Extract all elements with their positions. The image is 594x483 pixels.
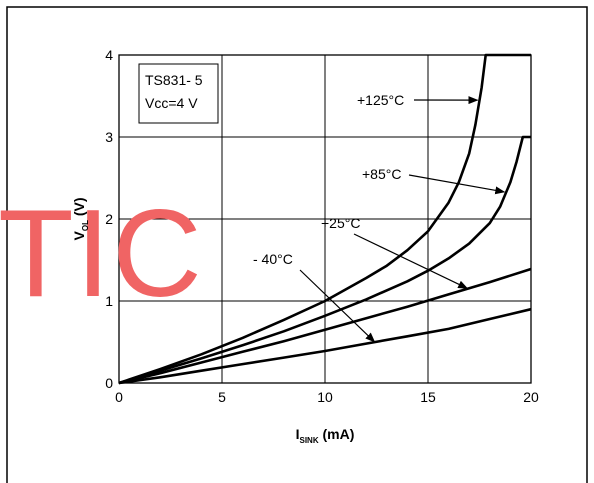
x-tick-label: 0 [115,389,123,405]
x-axis-label: ISINK (mA) [296,426,355,445]
annotation-arrows [299,96,506,343]
watermark: TIC [0,185,204,323]
annotation-label-85-c: +85°C [362,166,401,182]
y-tick-label: 0 [105,375,113,391]
x-tick-label: 10 [317,389,333,405]
series-lines [118,53,532,385]
annotation-arrow-40-c [299,269,376,343]
condition-box [138,63,219,124]
x-tick-label: 5 [218,389,226,405]
annotation-label-25-c: +25°C [321,215,360,231]
annotation-label-40-c: - 40°C [253,251,293,267]
series-line-85-c [118,135,531,385]
y-axis-label-unit: (V) [71,197,87,220]
series-line-25-c [118,267,532,385]
x-axis-label-main: I [296,426,300,442]
annotation-label-125-c: +125°C [357,92,404,108]
annotation-arrow-85-c [408,174,506,195]
x-tick-label: 20 [523,389,539,405]
x-tick-label: 15 [420,389,436,405]
y-tick-label: 2 [105,211,113,227]
x-axis-label-sub: SINK [299,436,318,445]
y-tick-label: 3 [105,129,113,145]
condition-line-2: Vcc=4 V [145,95,198,111]
x-axis-label-unit: (mA) [319,426,355,442]
annotations: +125°C +85°C +25°C - 40°C [253,92,404,267]
plot-frame [118,54,532,384]
series-line-40-c [118,307,532,385]
x-tick-labels: 0 5 10 15 20 [115,389,539,405]
series-line-125-c [118,53,531,385]
y-axis-label-main: V [71,231,87,241]
y-tick-label: 4 [105,47,113,63]
y-axis-label-sub: OL [81,220,90,231]
svg-text:VOL (V): VOL (V) [71,197,90,240]
y-tick-labels: 0 1 2 3 4 [105,47,113,391]
y-axis-label: VOL (V) [71,197,90,240]
annotation-arrow-25-c [353,233,469,289]
condition-line-1: TS831- 5 [145,72,203,88]
y-tick-label: 1 [105,293,113,309]
figure-border [6,6,588,483]
